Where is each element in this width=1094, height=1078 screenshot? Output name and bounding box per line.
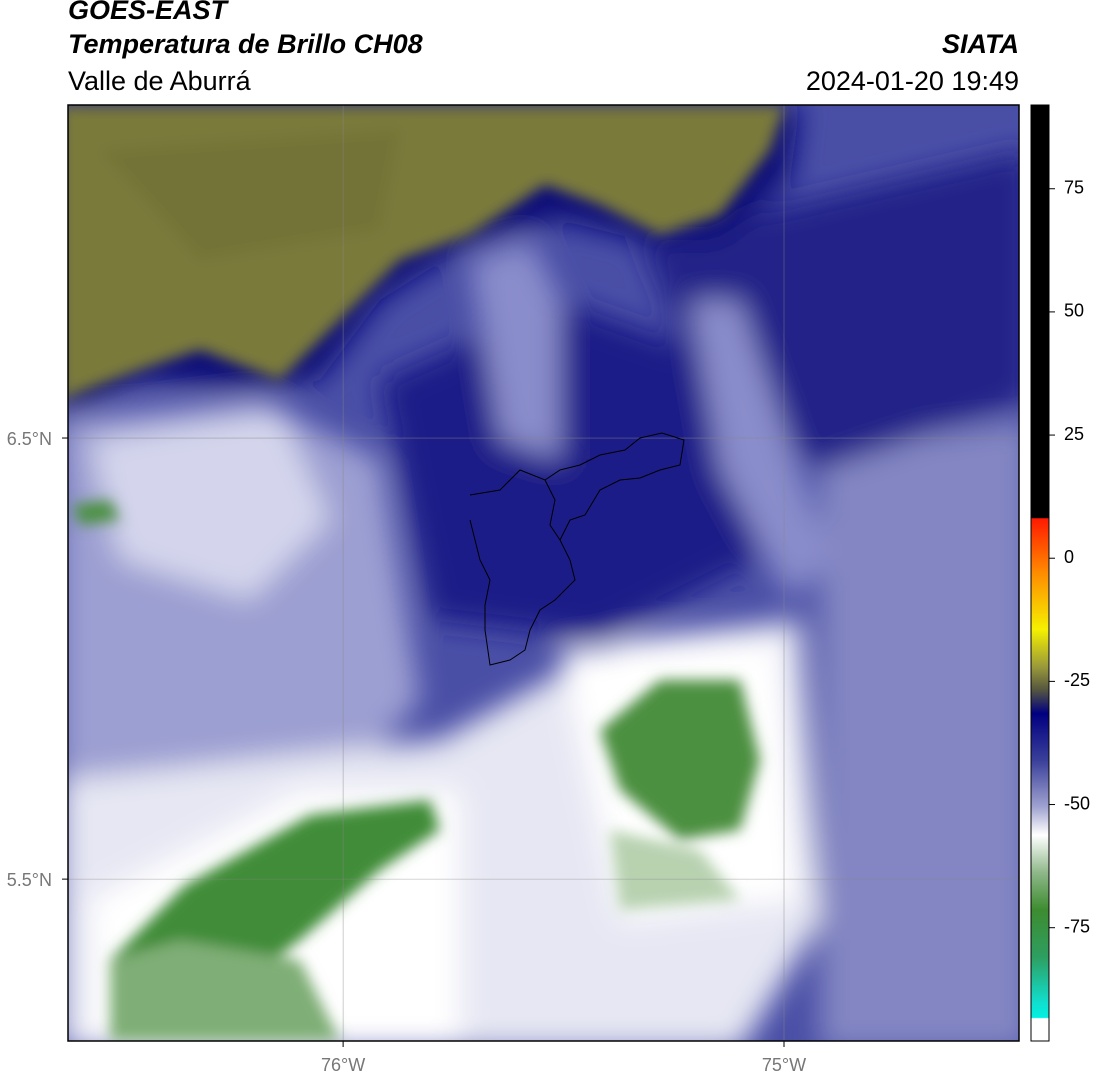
lon-label: 75°W	[762, 1055, 806, 1075]
satellite-image	[68, 105, 1019, 1041]
colorbar-tick-label: 50	[1064, 301, 1084, 321]
colorbar-tick-label: -50	[1064, 793, 1090, 813]
colorbar-tick-label: -75	[1064, 916, 1090, 936]
colorbar-tick-label: 75	[1064, 177, 1084, 197]
colorbar-tick-label: 25	[1064, 424, 1084, 444]
colorbar-tick-label: 0	[1064, 547, 1074, 567]
lat-label: 5.5°N	[7, 870, 52, 890]
colorbar-ticks: 75 50 25 0 -25 -50 -75	[1049, 177, 1090, 936]
graticule: 6.5°N 5.5°N 76°W 75°W	[7, 105, 1019, 1075]
lat-label: 6.5°N	[7, 429, 52, 449]
lon-label: 76°W	[321, 1055, 365, 1075]
colorbar	[1030, 104, 1050, 1042]
datetime: 2024-01-20 19:49	[806, 66, 1019, 96]
colorbar-tick-label: -25	[1064, 670, 1090, 690]
region: Valle de Aburrá	[68, 66, 252, 96]
municipal-boundary	[469, 432, 685, 666]
map-frame	[67, 104, 1020, 1042]
municipal-boundary	[544, 479, 561, 541]
subtitle: Temperatura de Brillo CH08	[68, 29, 423, 59]
agency: SIATA	[942, 29, 1019, 59]
title: GOES-EAST	[68, 0, 230, 25]
